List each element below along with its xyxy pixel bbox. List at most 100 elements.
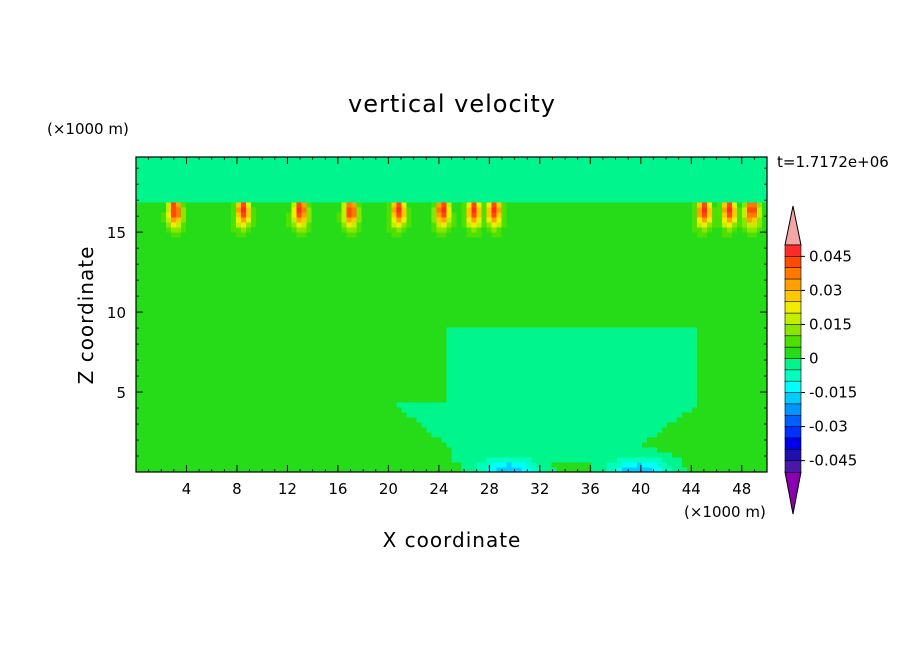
field-cell <box>196 442 202 448</box>
field-cell <box>146 422 152 428</box>
field-cell <box>621 297 628 303</box>
field-cell <box>746 412 753 418</box>
field-cell <box>661 342 668 348</box>
field-cell <box>301 352 307 358</box>
field-cell <box>186 412 192 418</box>
field-cell <box>601 277 608 283</box>
field-cell <box>591 397 598 403</box>
field-cell <box>501 277 508 283</box>
field-cell <box>486 312 493 318</box>
field-cell <box>511 312 518 318</box>
field-cell <box>661 412 668 418</box>
field-cell <box>161 297 167 303</box>
field-cell <box>171 332 177 338</box>
field-cell <box>156 407 162 413</box>
field-cell <box>226 432 232 438</box>
field-cell <box>471 357 478 363</box>
field-cell <box>276 432 282 438</box>
field-cell <box>261 392 267 398</box>
field-cell <box>616 442 623 448</box>
field-cell <box>241 302 247 308</box>
field-cell <box>656 287 663 293</box>
field-cell <box>406 297 413 303</box>
field-cell <box>506 437 513 443</box>
field-cell <box>751 317 758 323</box>
field-cell <box>211 312 217 318</box>
field-cell <box>401 357 408 363</box>
field-cell <box>206 337 212 343</box>
field-cell <box>546 467 553 473</box>
field-cell <box>241 437 247 443</box>
field-cell <box>676 372 683 378</box>
field-cell <box>456 467 463 473</box>
field-cell <box>526 397 533 403</box>
field-cell <box>251 462 257 468</box>
field-cell <box>271 382 277 388</box>
field-cell <box>376 432 382 438</box>
field-cell <box>701 382 708 388</box>
field-cell <box>551 382 558 388</box>
field-cell <box>756 392 763 398</box>
field-cell <box>706 412 713 418</box>
field-cell <box>586 427 593 433</box>
field-cell <box>636 397 643 403</box>
field-cell <box>311 357 317 363</box>
field-cell <box>206 427 212 433</box>
field-cell <box>401 352 408 358</box>
field-cell <box>251 297 257 303</box>
field-cell <box>296 422 302 428</box>
field-cell <box>411 437 418 443</box>
field-cell <box>316 457 322 463</box>
field-cell <box>316 422 322 428</box>
field-cell <box>486 352 493 358</box>
field-cell <box>611 427 618 433</box>
field-cell <box>761 367 768 373</box>
field-cell <box>501 392 508 398</box>
time-label: t=1.7172e+06 <box>777 153 889 171</box>
field-cell <box>146 457 152 463</box>
field-cell <box>281 452 287 458</box>
field-cell <box>236 437 242 443</box>
field-cell <box>501 327 508 333</box>
field-cell <box>461 437 468 443</box>
field-cell <box>356 347 362 353</box>
field-cell <box>276 312 282 318</box>
field-cell <box>246 397 252 403</box>
field-cell <box>586 382 593 388</box>
field-cell <box>181 357 187 363</box>
field-cell <box>546 387 553 393</box>
field-cell <box>541 447 548 453</box>
field-cell <box>631 387 638 393</box>
field-cell <box>706 392 713 398</box>
field-cell <box>746 362 753 368</box>
field-cell <box>371 447 377 453</box>
field-cell <box>681 427 688 433</box>
field-cell <box>396 382 403 388</box>
field-cell <box>586 337 593 343</box>
field-cell <box>486 317 493 323</box>
field-cell <box>256 327 262 333</box>
field-cell <box>136 407 142 413</box>
field-cell <box>646 302 653 308</box>
field-cell <box>526 312 533 318</box>
field-cell <box>286 407 292 413</box>
field-cell <box>741 442 748 448</box>
field-cell <box>186 272 192 278</box>
field-cell <box>501 417 508 423</box>
field-cell <box>471 442 478 448</box>
field-cell <box>346 417 352 423</box>
field-cell <box>181 442 187 448</box>
field-cell <box>241 397 247 403</box>
field-cell <box>666 337 673 343</box>
field-cell <box>576 377 583 383</box>
field-cell <box>491 457 498 463</box>
field-cell <box>486 422 493 428</box>
field-cell <box>311 457 317 463</box>
field-cell <box>561 287 568 293</box>
field-cell <box>471 307 478 313</box>
field-cell <box>571 467 578 473</box>
field-cell <box>511 462 518 468</box>
field-cell <box>711 457 718 463</box>
field-cell <box>576 412 583 418</box>
field-cell <box>496 312 503 318</box>
